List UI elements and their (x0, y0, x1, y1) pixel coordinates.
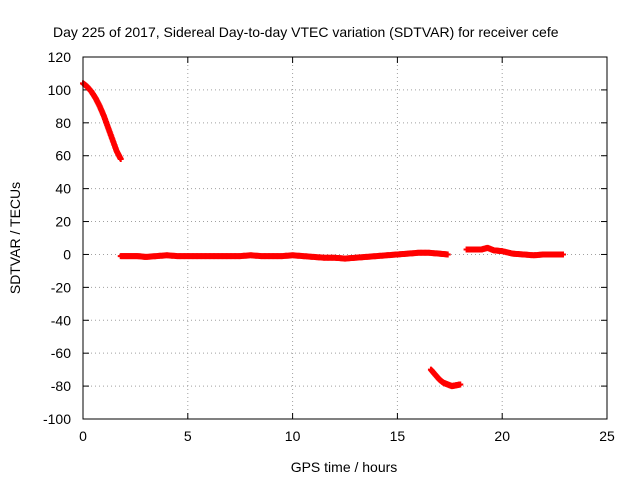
grid-layer (83, 57, 607, 419)
x-tick-label: 25 (599, 428, 615, 444)
x-tick-label: 10 (285, 428, 301, 444)
y-tick-label: -20 (51, 279, 71, 295)
y-tick-label: 40 (55, 181, 71, 197)
x-tick-label: 0 (79, 428, 87, 444)
chart-title: Day 225 of 2017, Sidereal Day-to-day VTE… (53, 24, 559, 40)
tick-layer: 0 5 10 15 20 25 -100 -80 -60 -40 -20 0 20 40 60 80 100 12… (43, 49, 615, 444)
data-layer (80, 80, 566, 390)
plot-frame (82, 56, 608, 420)
y-tick-label: 100 (48, 82, 72, 98)
y-axis-label: SDTVAR / TECUs (7, 182, 23, 294)
x-tick-label: 5 (184, 428, 192, 444)
y-tick-label: -60 (51, 345, 71, 361)
data-point (559, 251, 566, 258)
y-tick-label: 20 (55, 214, 71, 230)
y-tick-label: 80 (55, 115, 71, 131)
y-tick-label: -80 (51, 378, 71, 394)
y-tick-label: 0 (63, 246, 71, 262)
x-tick-label: 20 (494, 428, 510, 444)
y-tick-label: -40 (51, 312, 71, 328)
y-tick-label: 120 (48, 49, 72, 65)
y-tick-label: -100 (43, 411, 71, 427)
data-point (444, 251, 451, 258)
data-point (117, 156, 124, 163)
x-axis-label: GPS time / hours (291, 459, 398, 475)
data-point (457, 381, 464, 388)
y-tick-label: 60 (55, 148, 71, 164)
x-tick-label: 15 (390, 428, 406, 444)
